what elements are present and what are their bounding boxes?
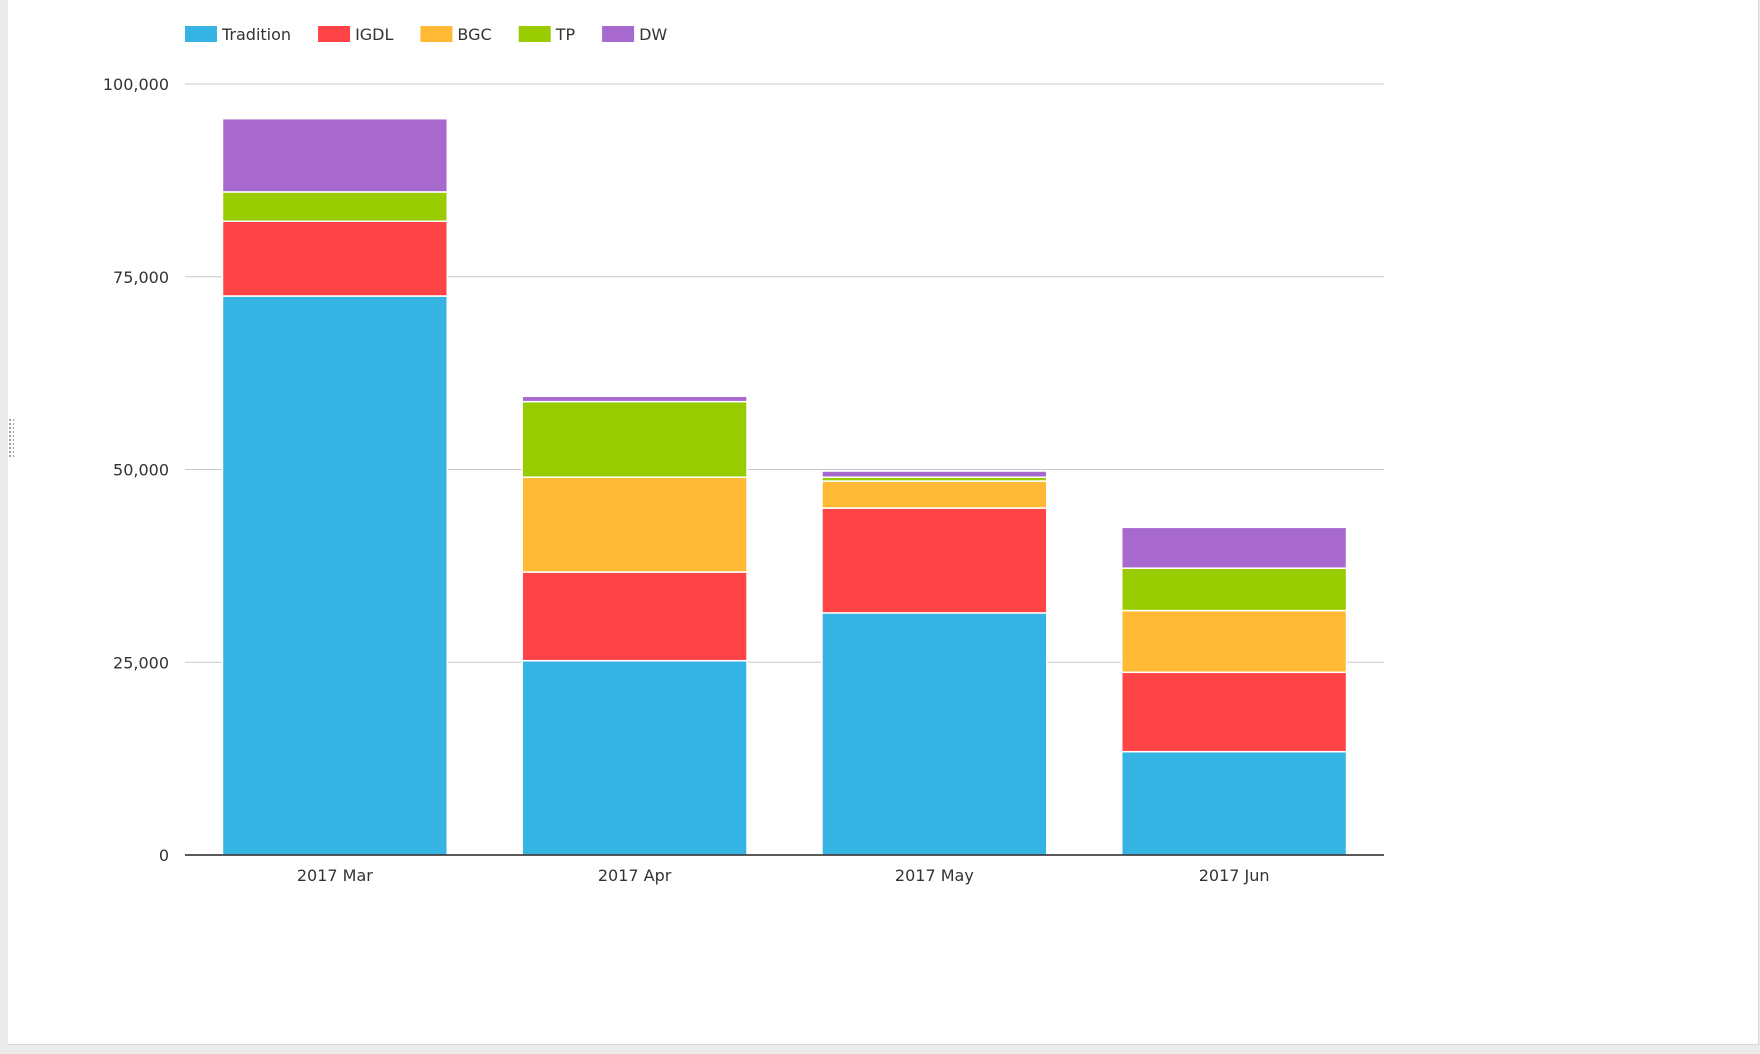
bar-segment-bgc-2017-apr[interactable]	[521, 476, 748, 573]
legend-swatch	[185, 26, 217, 42]
bar-segment-tradition-2017-may[interactable]	[821, 612, 1048, 856]
legend-item-igdl[interactable]: IGDL	[318, 25, 394, 44]
bar-segment-tradition-2017-mar[interactable]	[221, 295, 449, 856]
bar-segment-dw-2017-may[interactable]	[821, 470, 1048, 478]
legend-item-bgc[interactable]: BGC	[420, 25, 492, 44]
legend-label: DW	[639, 25, 667, 44]
legend-item-dw[interactable]: DW	[602, 25, 667, 44]
legend-item-tradition[interactable]: Tradition	[185, 25, 291, 44]
legend-swatch	[318, 26, 351, 42]
legend-label: BGC	[457, 25, 491, 44]
y-tick-label: 75,000	[113, 268, 169, 287]
bar-segment-bgc-2017-may[interactable]	[821, 480, 1048, 509]
bar-segment-dw-2017-jun[interactable]	[1120, 526, 1348, 569]
bar-segment-tp-2017-mar[interactable]	[221, 191, 449, 222]
stacked-bar-chart: Tradition IGDL BGC TP DW 0 25,000 50,000 75,000…	[103, 25, 1384, 885]
legend: Tradition IGDL BGC TP DW	[185, 25, 667, 44]
bar-segment-igdl-2017-mar[interactable]	[221, 220, 449, 297]
bars	[221, 117, 1348, 856]
legend-swatch	[420, 26, 453, 42]
bar-segment-dw-2017-apr[interactable]	[521, 395, 748, 403]
bar-segment-tradition-2017-apr[interactable]	[521, 659, 748, 856]
bar-segment-bgc-2017-jun[interactable]	[1120, 609, 1348, 674]
legend-item-tp[interactable]: TP	[518, 25, 576, 44]
legend-swatch	[602, 26, 635, 42]
y-tick-label: 50,000	[113, 461, 169, 480]
legend-label: Tradition	[221, 25, 291, 44]
y-tick-label: 25,000	[113, 653, 169, 672]
bar-segment-igdl-2017-apr[interactable]	[521, 571, 748, 662]
bar-segment-dw-2017-mar[interactable]	[221, 117, 449, 193]
bar-segment-tp-2017-apr[interactable]	[521, 400, 748, 478]
axes: 0 25,000 50,000 75,000 100,000 2017 Mar 2017 A…	[103, 75, 1384, 885]
y-tick-label: 100,000	[103, 75, 169, 94]
legend-label: IGDL	[355, 25, 393, 44]
bar-segment-tp-2017-jun[interactable]	[1120, 567, 1348, 612]
chart-panel: Tradition IGDL BGC TP DW 0 25,000 50,000 75,000…	[8, 0, 1759, 1045]
bar-segment-tradition-2017-jun[interactable]	[1120, 750, 1348, 856]
bar-segment-igdl-2017-may[interactable]	[821, 507, 1048, 614]
legend-label: TP	[555, 25, 576, 44]
resize-handle[interactable]	[8, 418, 14, 458]
x-tick-label: 2017 Jun	[1199, 866, 1270, 885]
x-tick-label: 2017 Apr	[598, 866, 672, 885]
bar-segment-igdl-2017-jun[interactable]	[1120, 671, 1348, 753]
y-tick-label: 0	[159, 846, 169, 865]
x-tick-label: 2017 Mar	[297, 866, 373, 885]
x-tick-label: 2017 May	[895, 866, 974, 885]
legend-swatch	[518, 26, 551, 42]
